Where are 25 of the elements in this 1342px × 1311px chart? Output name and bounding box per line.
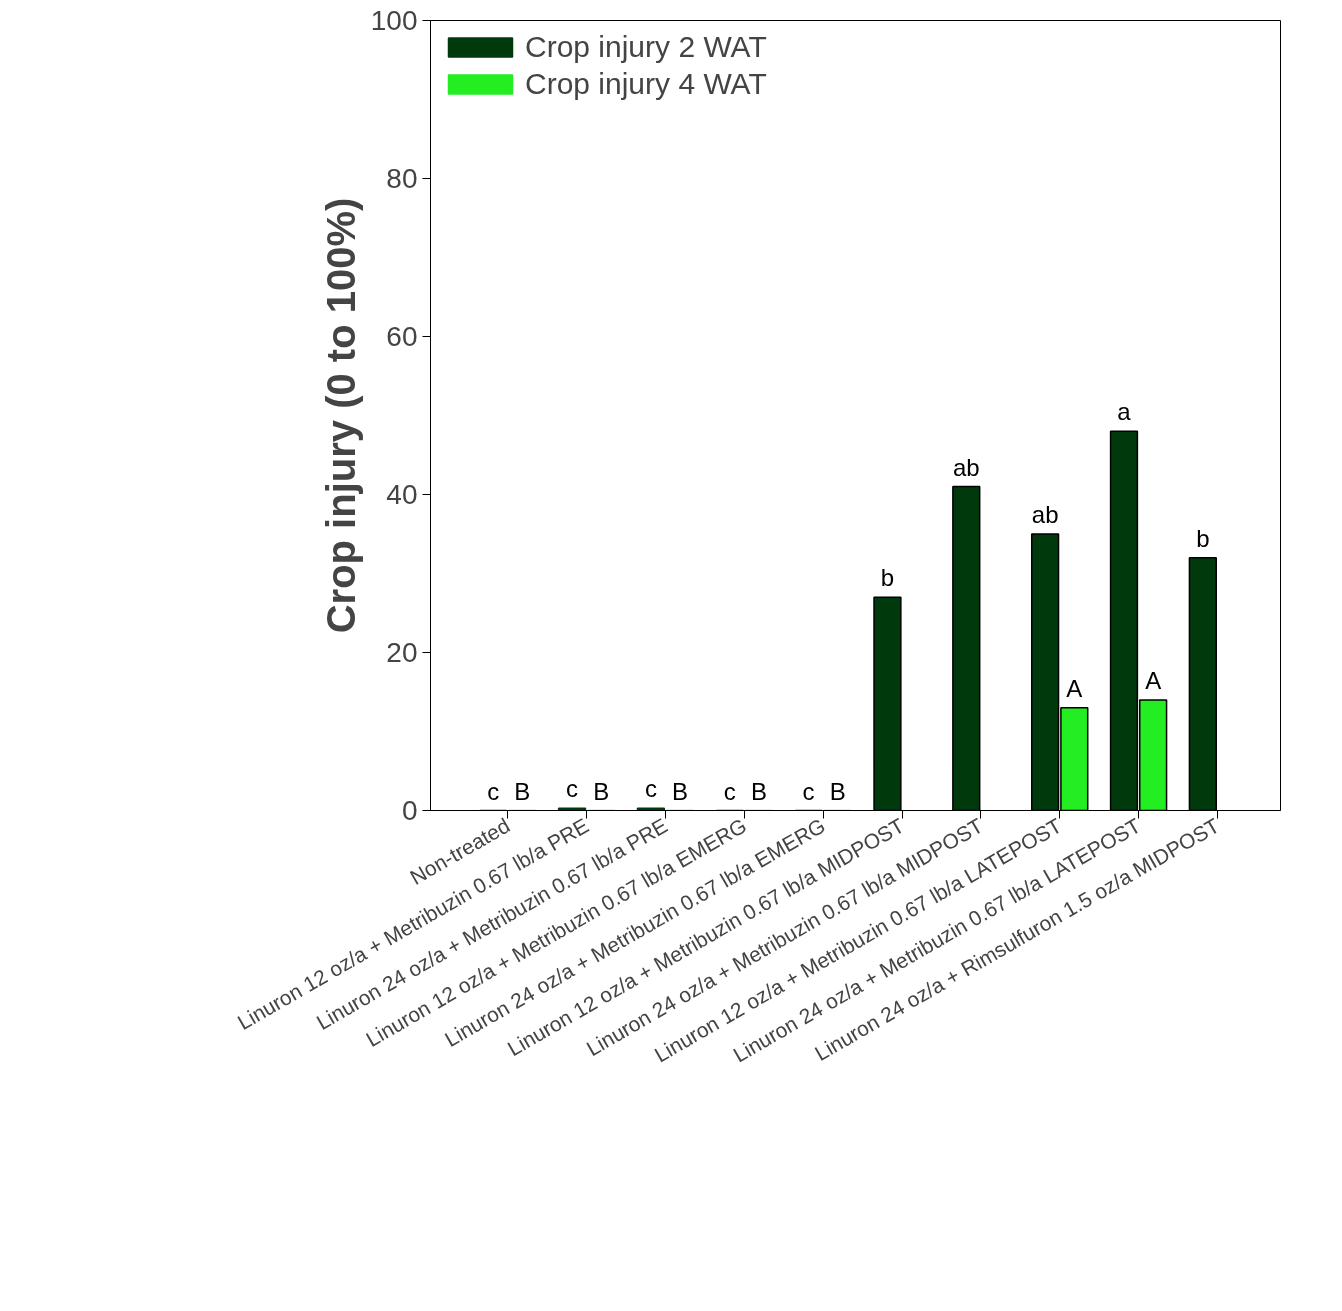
data-label: c (566, 775, 579, 803)
data-label: A (1066, 674, 1083, 702)
data-label: B (514, 777, 531, 805)
y-tick-label: 20 (386, 637, 418, 668)
data-label: ab (1031, 501, 1059, 528)
y-tick-label: 80 (386, 163, 418, 194)
y-axis-title: Crop injury (0 to 100%) (318, 197, 363, 634)
data-label: ab (952, 453, 980, 481)
data-label: c (487, 777, 500, 805)
data-label: c (644, 775, 657, 803)
data-label: b (1196, 524, 1210, 552)
data-label: B (750, 777, 767, 805)
data-label: b (880, 564, 895, 592)
data-label: c (723, 777, 736, 805)
y-tick-label: 60 (386, 321, 418, 352)
data-label: B (829, 777, 846, 805)
data-label: c (802, 777, 815, 805)
data-label: B (672, 777, 689, 805)
data-label: a (1117, 398, 1132, 426)
legend-label: Crop injury 2 WAT (525, 30, 767, 64)
data-label: A (1145, 666, 1162, 694)
y-tick-label: 40 (386, 479, 418, 510)
data-label: B (593, 777, 610, 805)
legend-label: Crop injury 4 WAT (525, 67, 767, 101)
y-tick-label: 100 (370, 5, 418, 36)
